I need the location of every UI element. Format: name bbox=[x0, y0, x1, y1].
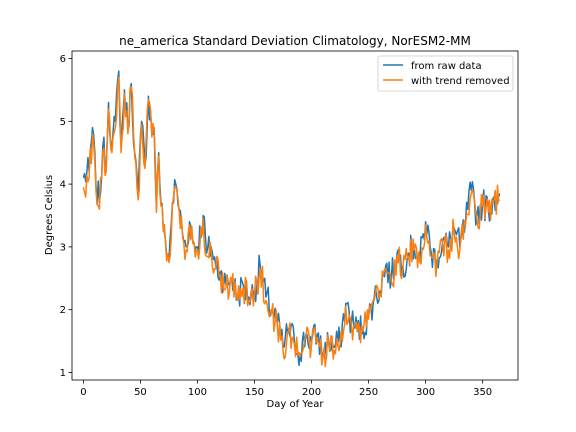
x-axis-label: Day of Year bbox=[267, 399, 325, 410]
legend-label-raw: from raw data bbox=[411, 61, 482, 72]
x-tick-label: 150 bbox=[245, 387, 264, 398]
y-tick-label: 5 bbox=[60, 117, 66, 128]
legend: from raw data with trend removed bbox=[377, 55, 514, 92]
x-tick-label: 250 bbox=[359, 387, 378, 398]
chart-title: ne_america Standard Deviation Climatolog… bbox=[119, 34, 471, 48]
plot-area bbox=[82, 70, 501, 368]
y-axis: 1 2 3 4 5 6 bbox=[60, 54, 72, 379]
x-tick-label: 50 bbox=[134, 387, 147, 398]
legend-box bbox=[377, 55, 514, 92]
x-tick-label: 0 bbox=[80, 387, 86, 398]
axes-frame bbox=[71, 50, 519, 381]
x-tick-label: 350 bbox=[473, 387, 492, 398]
y-axis-label: Degrees Celsius bbox=[44, 175, 55, 255]
y-tick-label: 2 bbox=[60, 305, 66, 316]
x-tick-label: 100 bbox=[188, 387, 207, 398]
series-line-1 bbox=[82, 76, 501, 368]
y-tick-label: 1 bbox=[60, 368, 66, 379]
x-tick-label: 200 bbox=[302, 387, 321, 398]
x-axis: 0 50 100 150 200 250 300 350 bbox=[80, 380, 492, 398]
x-tick-label: 300 bbox=[416, 387, 435, 398]
y-tick-label: 4 bbox=[60, 180, 66, 191]
legend-label-detrended: with trend removed bbox=[411, 76, 510, 87]
y-tick-label: 6 bbox=[60, 54, 66, 65]
y-tick-label: 3 bbox=[60, 242, 66, 253]
